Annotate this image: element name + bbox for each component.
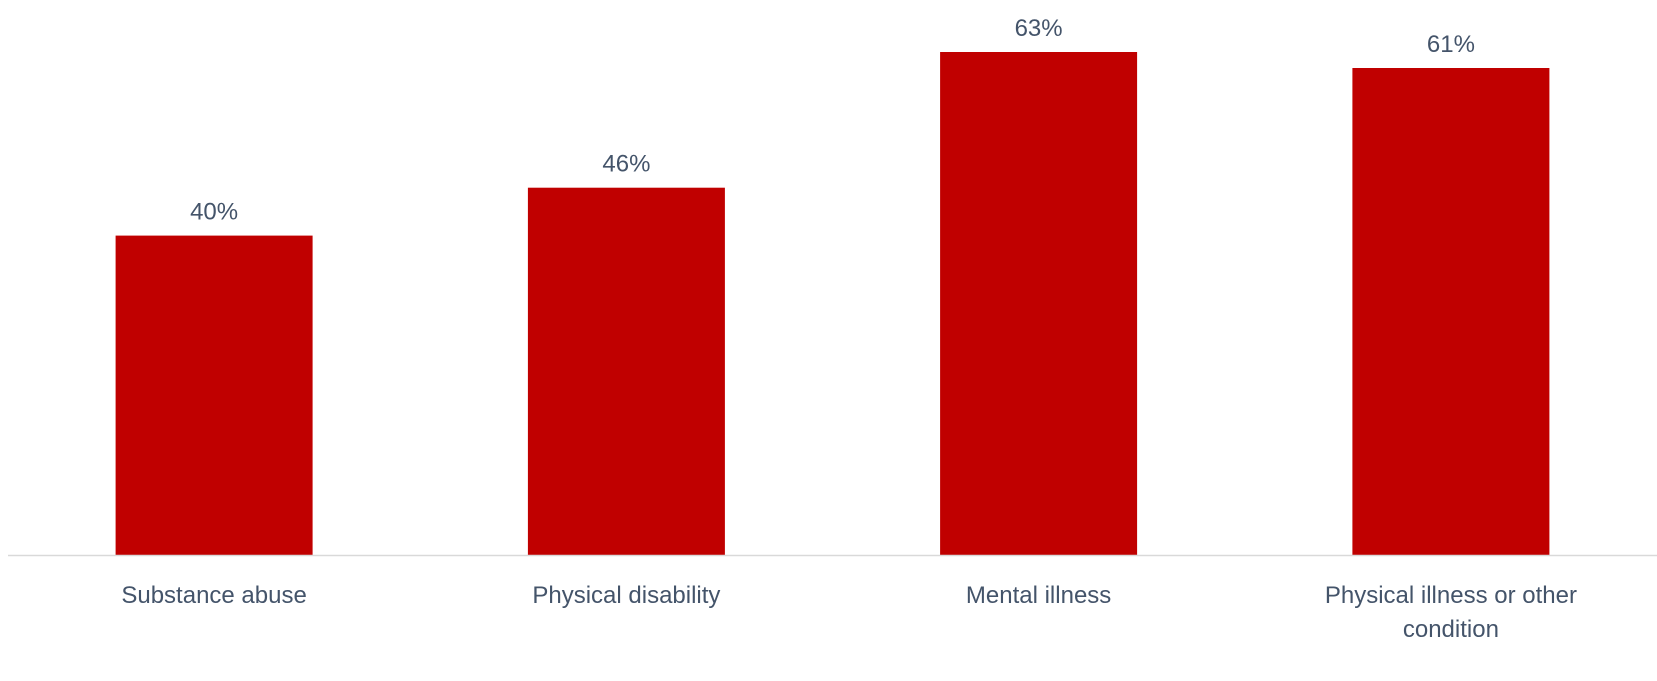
category-label-0: Substance abuse <box>121 582 306 609</box>
value-labels-group: 40% 46% 63% 61% <box>190 15 1475 226</box>
bar-3 <box>1352 68 1550 555</box>
category-label-2: Mental illness <box>966 582 1111 609</box>
bar-1 <box>527 187 725 555</box>
value-label-0: 40% <box>190 199 238 226</box>
category-label-3-line-0: Physical illness or other <box>1325 582 1577 609</box>
bars-group <box>115 52 1550 555</box>
category-labels-group: Substance abuse Physical disability Mental… <box>121 582 1577 643</box>
bar-2 <box>940 52 1138 555</box>
category-label-3-line-1: condition <box>1403 616 1499 643</box>
value-label-3: 61% <box>1427 31 1475 58</box>
bar-0 <box>115 235 313 555</box>
value-label-2: 63% <box>1015 15 1063 42</box>
category-label-1: Physical disability <box>532 582 720 609</box>
value-label-1: 46% <box>602 151 650 178</box>
